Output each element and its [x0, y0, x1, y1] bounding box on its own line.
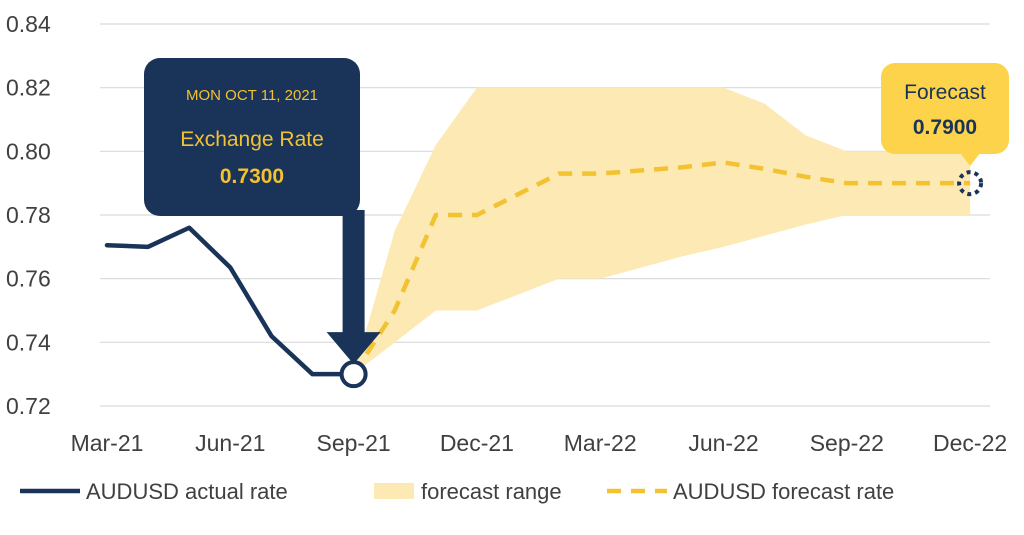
legend-label-actual: AUDUSD actual rate — [86, 479, 288, 504]
legend-label-range: forecast range — [421, 479, 562, 504]
y-tick-label: 0.72 — [6, 393, 51, 419]
callout-date: MON OCT 11, 2021 — [186, 87, 318, 104]
forecast-range-band — [353, 87, 971, 375]
legend: AUDUSD actual rate forecast range AUDUSD f… — [20, 479, 894, 504]
actual-marker — [339, 360, 368, 389]
series-lines — [104, 160, 971, 377]
y-axis-ticks: 0.72 0.74 0.76 0.78 0.80 0.82 0.84 — [6, 11, 51, 419]
y-tick-label: 0.84 — [6, 11, 51, 37]
forecast-callout-box — [881, 63, 1009, 154]
callouts: MON OCT 11, 2021 Exchange Rate 0.7300 Forec… — [144, 58, 1009, 389]
y-tick-label: 0.76 — [6, 266, 51, 292]
callout-arrow-head — [326, 332, 381, 365]
forecast-rate-line — [351, 160, 971, 376]
callout-label: Exchange Rate — [180, 128, 324, 151]
y-tick-label: 0.82 — [6, 75, 51, 101]
forecast-callout-label: Forecast — [904, 81, 986, 104]
actual-callout-box — [144, 58, 360, 216]
y-tick-label: 0.80 — [6, 138, 51, 164]
x-tick-label: Sep-22 — [810, 430, 884, 456]
x-tick-label: Dec-21 — [440, 430, 514, 456]
forecast-callout-pointer — [960, 153, 981, 166]
forecast-marker — [957, 170, 984, 197]
legend-swatch-range — [374, 483, 414, 499]
callout-arrow-stem — [342, 210, 365, 335]
actual-rate-line — [104, 225, 356, 377]
x-tick-label: Mar-22 — [564, 430, 637, 456]
x-axis-ticks: Mar-21 Jun-21 Sep-21 Dec-21 Mar-22 Jun-22 Sep-… — [71, 430, 1008, 456]
callout-value: 0.7300 — [220, 165, 284, 188]
x-tick-label: Mar-21 — [71, 430, 144, 456]
x-tick-label: Sep-21 — [317, 430, 391, 456]
x-tick-label: Dec-22 — [933, 430, 1007, 456]
legend-label-forecast: AUDUSD forecast rate — [673, 479, 894, 504]
y-tick-label: 0.74 — [6, 329, 51, 355]
y-tick-label: 0.78 — [6, 202, 51, 228]
forecast-range-area — [353, 87, 971, 375]
forecast-callout-value: 0.7900 — [913, 116, 977, 139]
x-tick-label: Jun-21 — [195, 430, 265, 456]
x-tick-label: Jun-22 — [688, 430, 758, 456]
